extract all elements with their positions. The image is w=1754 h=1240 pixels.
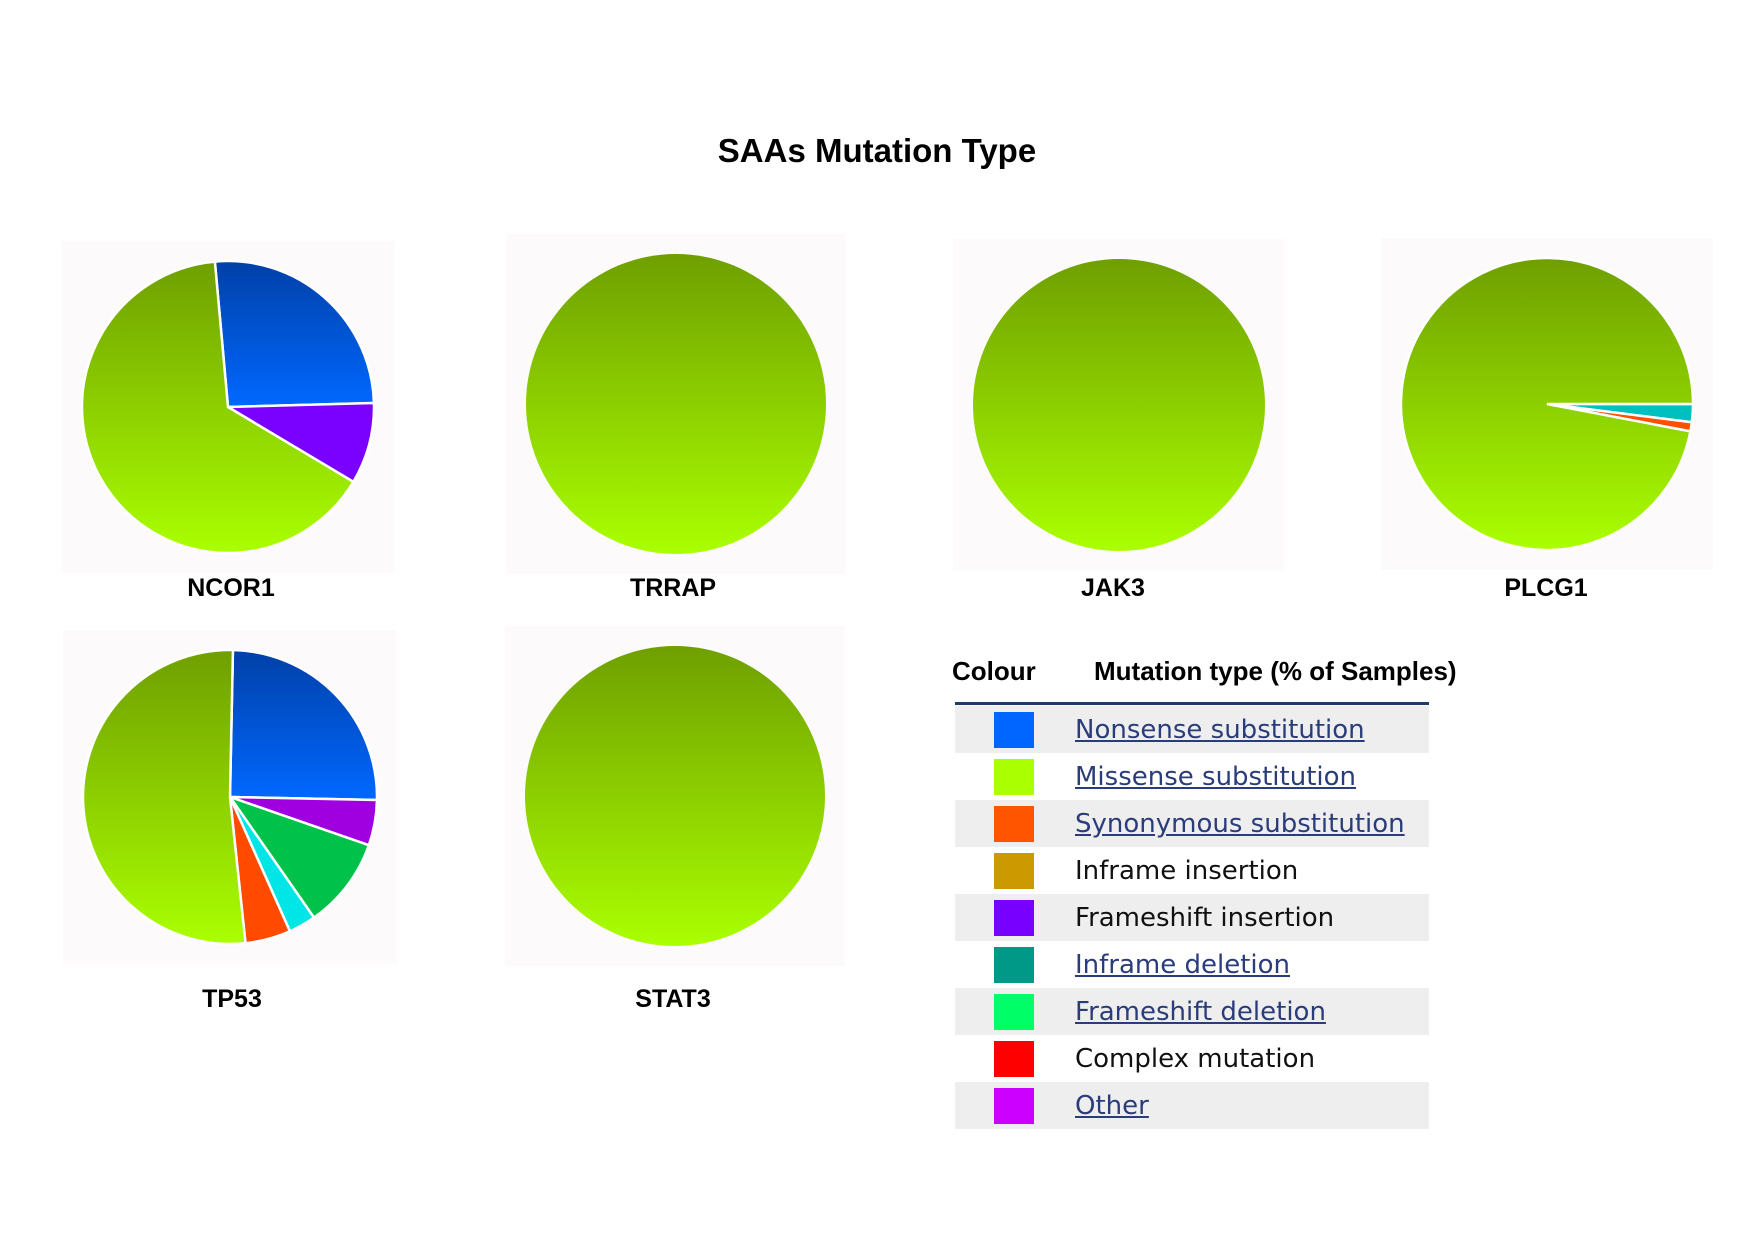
- pie-slice: [226, 794, 371, 920]
- legend-label: Complex mutation: [1075, 1044, 1316, 1074]
- pie-svg: [953, 239, 1285, 571]
- pie-svg: [506, 234, 846, 574]
- legend-swatch: [994, 806, 1034, 842]
- legend-row: Missense substitution: [955, 753, 1429, 800]
- pie-label-ncor1: NCOR1: [187, 574, 275, 602]
- pie-svg: [62, 241, 394, 573]
- legend-link[interactable]: Synonymous substitution: [1075, 809, 1405, 839]
- chart-title: SAAs Mutation Type: [717, 132, 1037, 169]
- legend-label: Inframe insertion: [1075, 856, 1299, 886]
- pie-slice: [81, 648, 247, 946]
- legend-row: Nonsense substitution: [955, 706, 1429, 753]
- pie-trrap: [506, 234, 846, 574]
- legend-swatch: [994, 1041, 1034, 1077]
- pie-label-trrap: TRRAP: [629, 574, 717, 602]
- legend-swatch: [994, 759, 1034, 795]
- legend-row: Inframe insertion: [955, 847, 1429, 894]
- legend-row: Inframe deletion: [955, 941, 1429, 988]
- pie-slice: [213, 259, 376, 409]
- legend-header-colour: Colour: [952, 656, 1036, 686]
- legend-row: Complex mutation: [955, 1035, 1429, 1082]
- legend-swatch: [994, 947, 1034, 983]
- pie-slice: [228, 648, 379, 802]
- pie-svg: [505, 626, 845, 966]
- pie-slice: [973, 259, 1265, 551]
- legend-swatch: [994, 900, 1034, 936]
- legend-row: Synonymous substitution: [955, 800, 1429, 847]
- legend-row: Frameshift insertion: [955, 894, 1429, 941]
- pie-slice: [525, 646, 825, 946]
- legend-swatch: [994, 1088, 1034, 1124]
- legend-row: Other: [955, 1082, 1429, 1129]
- pie-svg: [63, 630, 397, 964]
- legend-divider: [955, 702, 1429, 705]
- pie-label-plcg1: PLCG1: [1504, 574, 1588, 602]
- legend-label: Frameshift insertion: [1075, 903, 1335, 933]
- pie-stat3: [505, 626, 845, 966]
- legend-link[interactable]: Missense substitution: [1075, 762, 1356, 792]
- legend-swatch: [994, 994, 1034, 1030]
- pie-ncor1: [62, 241, 394, 573]
- legend-swatch: [994, 712, 1034, 748]
- legend-row: Frameshift deletion: [955, 988, 1429, 1035]
- pie-plcg1: [1381, 238, 1713, 570]
- legend-link[interactable]: Frameshift deletion: [1075, 997, 1326, 1027]
- legend-swatch: [994, 853, 1034, 889]
- legend-link[interactable]: Nonsense substitution: [1075, 715, 1365, 745]
- legend-link[interactable]: Inframe deletion: [1075, 950, 1291, 980]
- pie-jak3: [953, 239, 1285, 571]
- pie-slice: [526, 254, 826, 554]
- legend-header-type: Mutation type (% of Samples): [1094, 656, 1457, 686]
- pie-label-jak3: JAK3: [1081, 574, 1145, 602]
- pie-tp53: [63, 630, 397, 964]
- legend-rows: Nonsense substitution Missense substituti…: [955, 706, 1429, 1129]
- legend-link[interactable]: Other: [1075, 1091, 1149, 1121]
- pie-slice: [1399, 256, 1695, 552]
- legend-header: Colour Mutation type (% of Samples): [952, 650, 1512, 690]
- pie-label-stat3: STAT3: [635, 985, 711, 1013]
- pie-slice: [223, 401, 376, 484]
- pie-label-tp53: TP53: [202, 985, 262, 1013]
- pie-svg: [1381, 238, 1713, 570]
- pie-slice: [80, 260, 356, 555]
